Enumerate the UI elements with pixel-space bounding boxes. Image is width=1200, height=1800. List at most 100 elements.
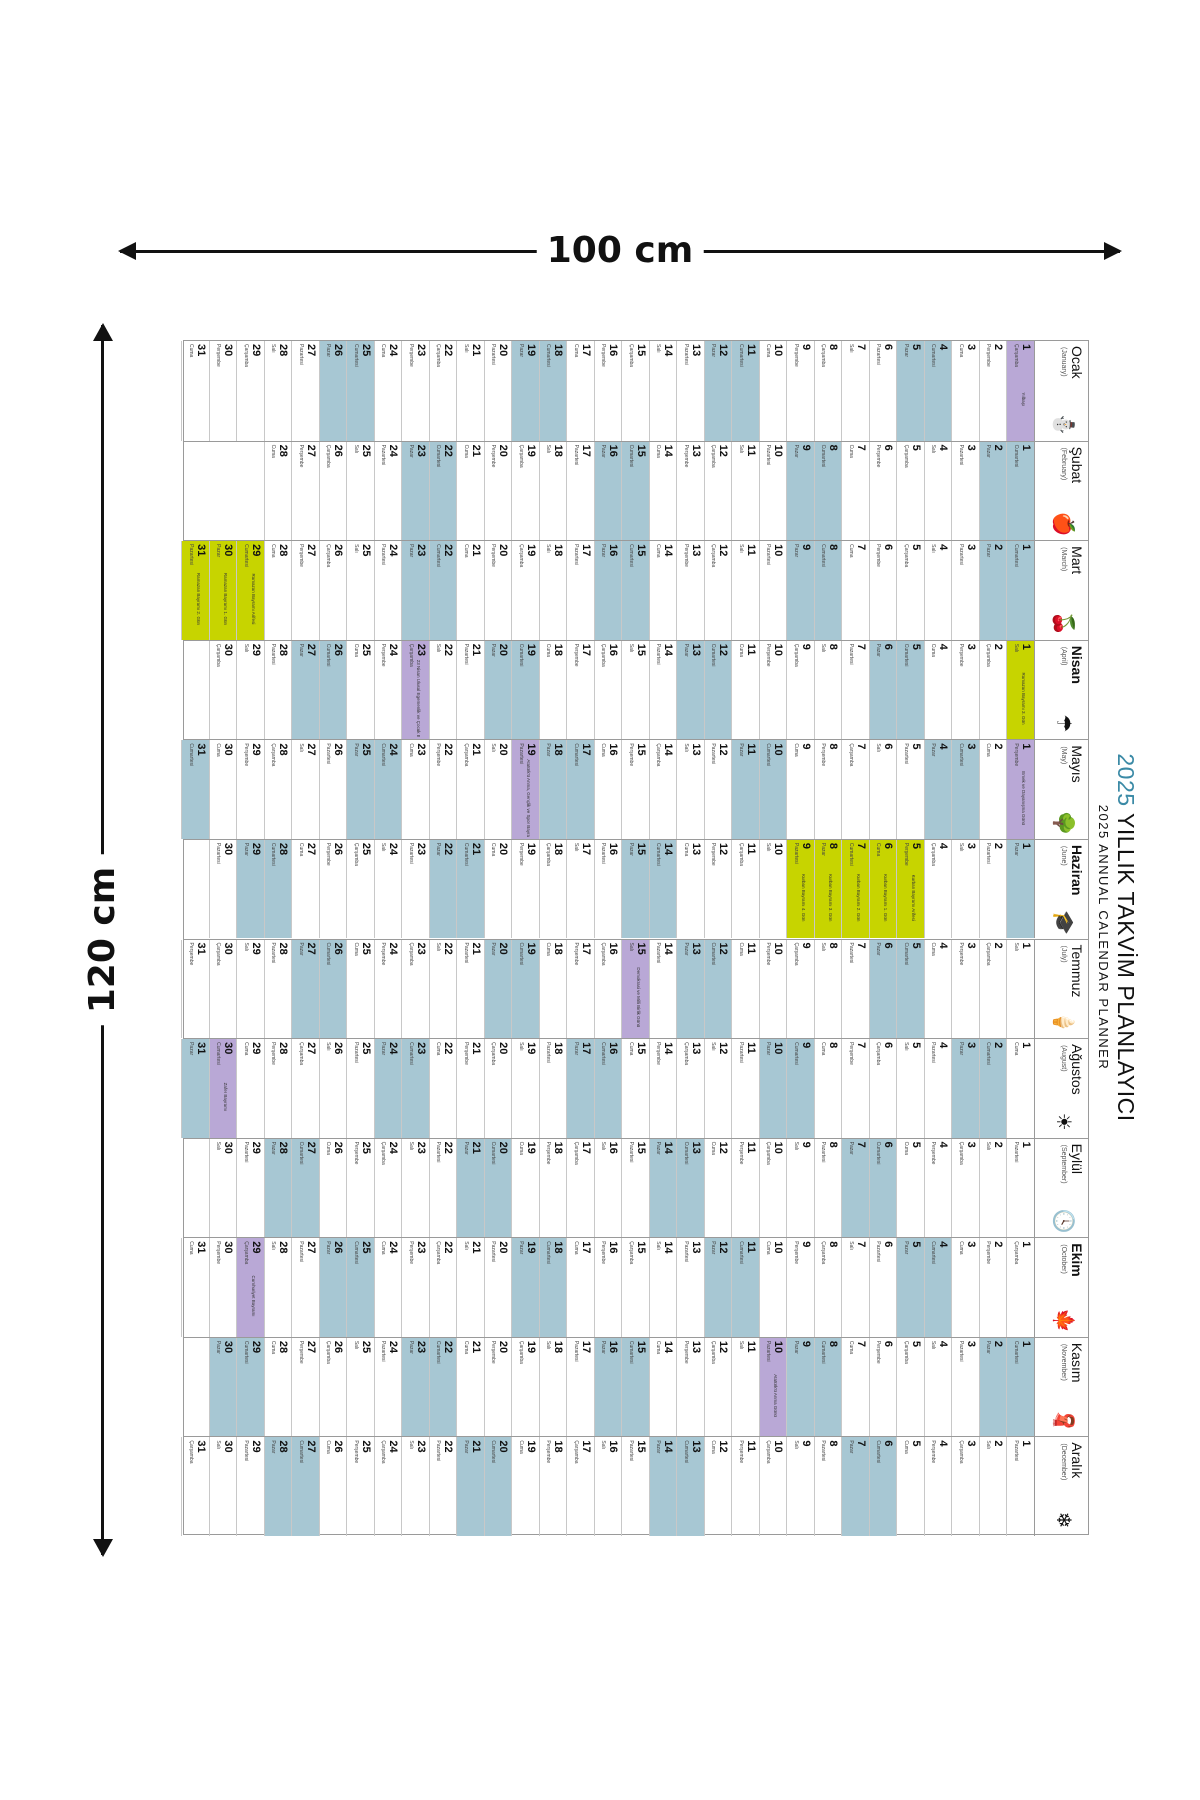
- weekday-name: Cumartesi: [985, 1042, 992, 1065]
- day-cell: 10 Cumartesi: [759, 740, 787, 839]
- day-number: 14: [662, 344, 675, 357]
- day-number: 25: [360, 1042, 372, 1055]
- day-number: 16: [607, 743, 620, 756]
- weekday-name: Cumartesi: [188, 743, 194, 767]
- weekday-name: Perşembe: [683, 1340, 689, 1364]
- arrow-right-icon: [1104, 242, 1122, 260]
- weekday-name: Çarşamba: [765, 1440, 772, 1464]
- month-column: Temmuz (July) 🍦 1 Salı 2 Çarşamba 3 Perşembe 4 Cum…: [181, 938, 1088, 1039]
- weekday-name: Salı: [985, 1141, 992, 1151]
- day-cell: 16 Pazar: [594, 441, 622, 541]
- weekday-name: Çarşamba: [903, 444, 909, 468]
- day-number: 14: [662, 1440, 675, 1453]
- day-cell: 5 Cuma: [896, 1437, 924, 1536]
- day-cell: 11 Cumartesi: [731, 1238, 759, 1337]
- month-header: Eylül (September) 🕓: [1034, 1138, 1088, 1238]
- day-cell: 23 Çarşamba: [401, 939, 429, 1039]
- weekday-name: Pazar: [628, 842, 634, 856]
- month-header: Mayıs (May) 🌳: [1034, 740, 1088, 839]
- tree-icon: 🌳: [1052, 810, 1074, 836]
- day-number: 4: [937, 1042, 950, 1049]
- day-number: 17: [580, 842, 592, 856]
- day-cell: 13 Cuma: [676, 839, 704, 939]
- day-cell: 11 Perşembe: [731, 1437, 759, 1536]
- day-cell: 2 Perşembe: [979, 341, 1007, 441]
- day-cell: 4 Cumartesi: [924, 1238, 952, 1337]
- day-cell: 23 Perşembe: [401, 1238, 429, 1337]
- weekday-name: Pazartesi: [490, 1241, 497, 1263]
- day-number: 6: [882, 1440, 895, 1447]
- weekday-name: Çarşamba: [738, 842, 744, 866]
- weekday-name: Perşembe: [628, 743, 634, 767]
- day-number: 8: [827, 942, 840, 949]
- weekday-name: Cuma: [930, 643, 937, 658]
- day-number: 6: [882, 942, 895, 949]
- weekday-name: Pazartesi: [930, 1042, 937, 1063]
- weekday-name: Salı: [848, 1241, 854, 1250]
- weekday-name: Perşembe: [738, 1440, 744, 1464]
- day-number: 16: [607, 643, 620, 656]
- day-cell: 16 Pazar: [594, 1337, 622, 1437]
- day-cell: 27 Perşembe: [291, 441, 319, 541]
- weekday-name: Cumartesi: [270, 842, 277, 866]
- day-number: 5: [910, 344, 922, 351]
- day-cell: 15 Pazar: [621, 839, 649, 939]
- weekday-name: Cuma: [738, 643, 744, 658]
- weekday-name: Cumartesi: [435, 444, 442, 468]
- weekday-name: Perşembe: [380, 942, 387, 966]
- weekday-name: Pazartesi: [848, 643, 854, 665]
- weekday-name: Çarşamba: [710, 544, 717, 568]
- weekday-name: Cumartesi: [903, 942, 909, 966]
- day-number: 28: [277, 344, 290, 357]
- weekday-name: Salı: [463, 344, 469, 353]
- day-cell: 21 Cuma: [456, 1337, 484, 1437]
- day-cell: 1 Cumartesi: [1006, 541, 1034, 640]
- day-number: 13: [690, 1440, 702, 1453]
- weekday-name: Perşembe: [985, 1241, 992, 1265]
- day-number: 3: [965, 344, 977, 351]
- day-number: 26: [332, 1440, 345, 1453]
- weekday-name: Çarşamba: [298, 1042, 304, 1066]
- height-dimension: 120 cm: [80, 323, 126, 1557]
- day-number: 28: [277, 643, 290, 656]
- day-cell: 27 Pazar: [291, 939, 319, 1039]
- weekday-name: Cumartesi: [243, 544, 249, 567]
- day-number: 18: [552, 842, 565, 856]
- day-number: 10: [772, 544, 785, 557]
- day-number: 17: [580, 1340, 592, 1354]
- month-name: Aralık: [1069, 1442, 1085, 1479]
- day-cell: 28 Pazartesi: [264, 640, 292, 740]
- day-cell: 12 Cumartesi: [704, 640, 732, 740]
- weekday-name: Pazartesi: [325, 743, 332, 765]
- holiday-label: Kurban Bayramı 3. Gün: [828, 874, 834, 922]
- day-cell: 30 Pazar Ramazan Bayramı 1. Gün: [209, 541, 237, 640]
- day-cell: 24 Pazar: [374, 1039, 402, 1138]
- weekday-name: Perşembe: [215, 344, 222, 367]
- weekday-name: Cumartesi: [490, 1141, 497, 1165]
- day-number: 29: [250, 1440, 262, 1453]
- day-number: 9: [800, 544, 812, 551]
- width-dimension-label: 100 cm: [536, 228, 704, 274]
- day-number: 27: [305, 1340, 317, 1354]
- day-cell: 12 Pazar: [704, 1238, 732, 1337]
- day-cell: 7 Çarşamba: [841, 740, 869, 839]
- day-cell: 13 Perşembe: [676, 441, 704, 541]
- day-cell: 3 Çarşamba: [951, 1437, 979, 1536]
- month-english-name: (June): [1060, 845, 1067, 866]
- day-cell: 8 Pazar Kurban Bayramı 3. Gün: [814, 839, 842, 939]
- day-cell: 11 Cumartesi: [731, 341, 759, 441]
- weekday-name: Çarşamba: [518, 544, 524, 568]
- day-number: 11: [745, 842, 757, 855]
- weekday-name: Pazar: [435, 842, 442, 856]
- month-header: Aralık (December) ❄: [1034, 1437, 1088, 1536]
- day-number: 23: [415, 1340, 427, 1354]
- weekday-name: Pazartesi: [463, 643, 469, 665]
- weekday-name: Perşembe: [298, 544, 304, 567]
- weekday-name: Çarşamba: [463, 743, 469, 767]
- weekday-name: Cuma: [380, 344, 387, 358]
- weekday-name: Pazartesi: [573, 444, 579, 466]
- weekday-name: Salı: [243, 643, 249, 653]
- weekday-name: Salı: [793, 1141, 799, 1151]
- day-number: 11: [745, 743, 757, 755]
- weekday-name: Pazar: [903, 344, 909, 358]
